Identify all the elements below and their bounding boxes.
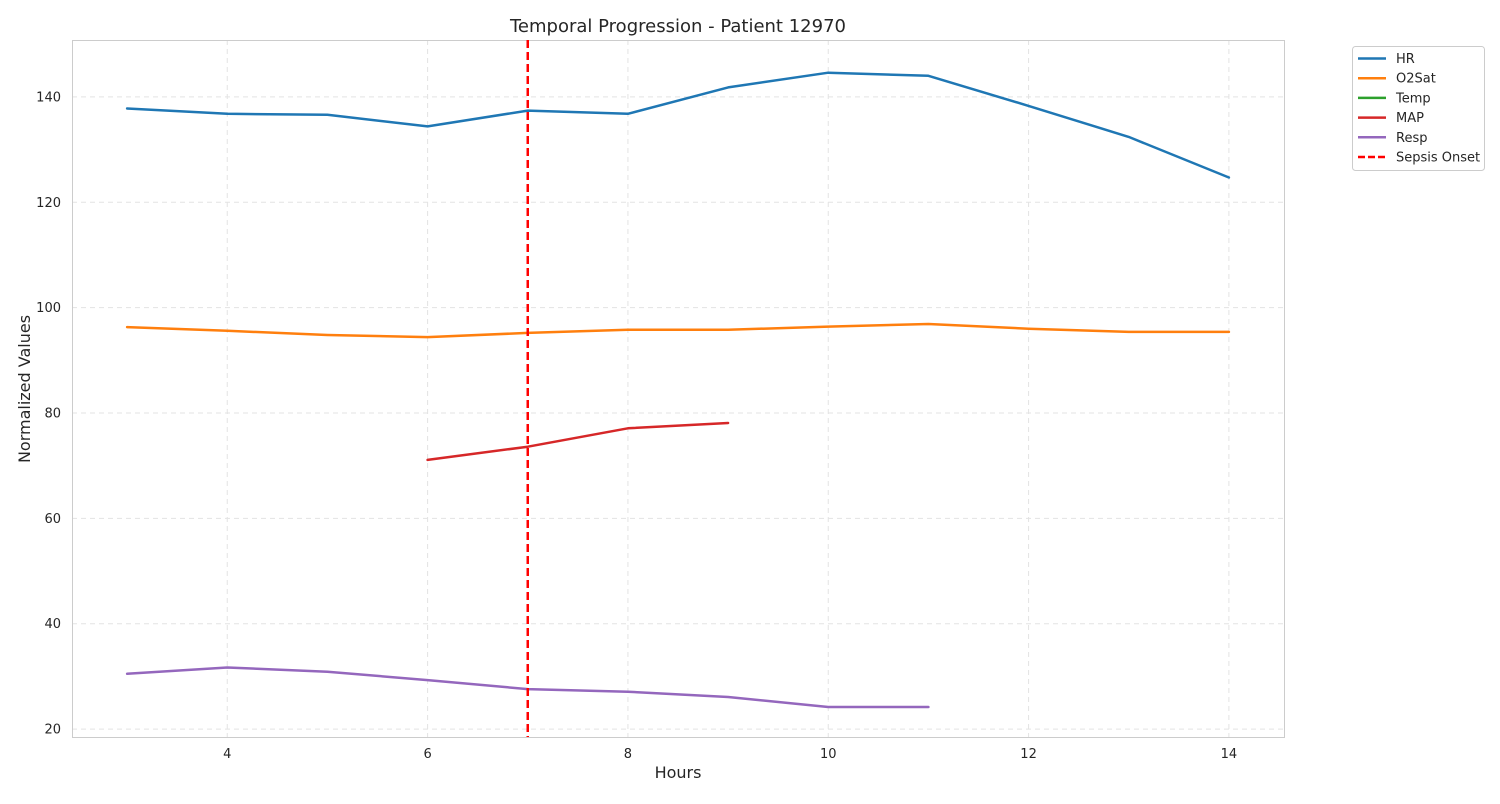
legend-label-o2sat: O2Sat — [1396, 72, 1436, 87]
x-axis-ticks: 4 6 8 10 12 14 — [223, 747, 1237, 762]
y-tick-label: 60 — [44, 512, 61, 527]
series-line-o2sat — [125, 322, 1231, 339]
legend-label-temp: Temp — [1395, 91, 1431, 106]
y-tick-label: 20 — [44, 723, 61, 738]
x-tick-label: 8 — [624, 747, 632, 762]
y-tick-label: 80 — [44, 406, 61, 421]
y-tick-label: 100 — [36, 301, 61, 316]
grid-lines — [72, 40, 1284, 737]
x-tick-label: 12 — [1020, 747, 1037, 762]
x-tick-label: 10 — [820, 747, 837, 762]
legend-label-hr: HR — [1396, 52, 1415, 67]
legend-label-sepsis-onset: Sepsis Onset — [1396, 151, 1480, 166]
plot-frame — [72, 40, 1285, 738]
x-axis-title: Hours — [655, 763, 702, 782]
chart-title: Temporal Progression - Patient 12970 — [509, 16, 846, 37]
series-line-map — [426, 421, 730, 462]
x-tick-label: 6 — [423, 747, 431, 762]
series-line-hr — [125, 71, 1231, 179]
legend-label-map: MAP — [1396, 111, 1424, 126]
series-lines — [125, 71, 1231, 709]
y-axis-title: Normalized Values — [15, 315, 34, 463]
y-axis-ticks: 20 40 60 80 100 120 140 — [36, 90, 61, 737]
legend: HR O2Sat Temp MAP Resp Sepsis Onset — [1352, 46, 1485, 171]
y-tick-label: 120 — [36, 196, 61, 211]
y-tick-label: 140 — [36, 90, 61, 105]
legend-label-resp: Resp — [1396, 131, 1427, 146]
x-tick-label: 14 — [1221, 747, 1238, 762]
y-tick-label: 40 — [44, 617, 61, 632]
x-tick-label: 4 — [223, 747, 231, 762]
